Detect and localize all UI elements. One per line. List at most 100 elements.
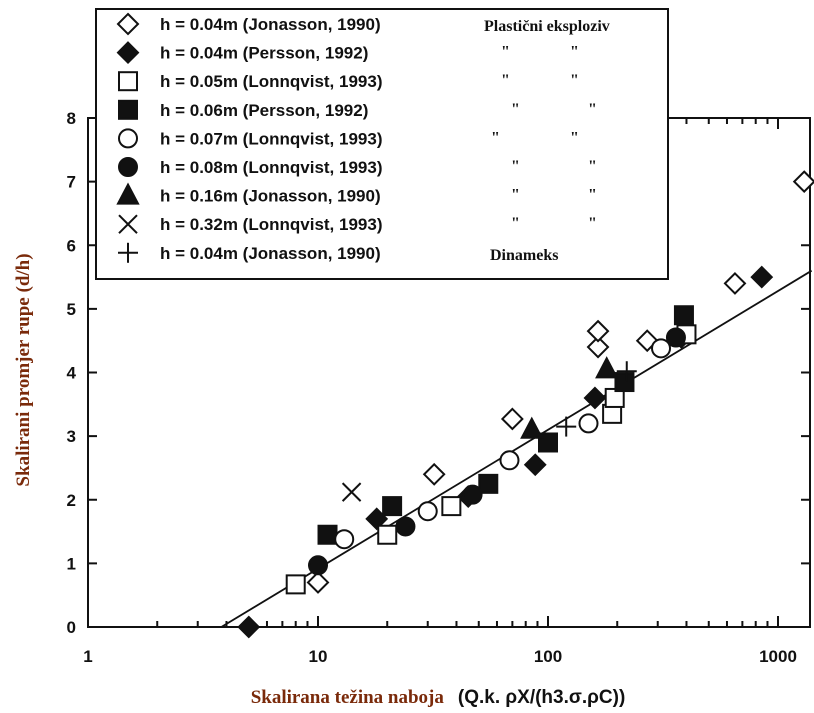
y-tick-label: 1 [67, 554, 76, 573]
legend-ditto-mark: " [501, 44, 510, 61]
legend-ditto-mark: " [588, 215, 597, 232]
legend-ditto-mark: " [511, 158, 520, 175]
legend-ditto-mark: " [588, 187, 597, 204]
y-tick-label: 4 [67, 364, 77, 383]
legend-marker [118, 214, 138, 234]
data-point [306, 571, 330, 594]
data-point [382, 496, 403, 517]
data-point [595, 356, 619, 379]
data-point [578, 413, 599, 434]
legend-marker [118, 242, 138, 263]
legend-label: h = 0.06m (Persson, 1992) [160, 101, 368, 120]
data-point [616, 361, 637, 382]
legend-label: h = 0.04m (Jonasson, 1990) [160, 244, 381, 263]
legend-marker [116, 182, 140, 205]
x-tick-label: 100 [534, 647, 562, 666]
legend-label: h = 0.04m (Persson, 1992) [160, 44, 368, 63]
legend-ditto-mark: " [570, 44, 579, 61]
legend-note: Plastični eksploziv [484, 18, 610, 35]
legend-ditto-mark: " [570, 129, 579, 146]
data-point [673, 305, 694, 326]
data-point [583, 386, 607, 410]
legend-marker [118, 128, 138, 149]
x-tick-label: 10 [309, 647, 328, 666]
y-tick-label: 6 [67, 236, 76, 255]
legend-ditto-mark: " [511, 187, 520, 204]
y-tick-label: 8 [67, 109, 76, 128]
legend-ditto-mark: " [588, 101, 597, 118]
data-point [317, 524, 338, 545]
data-point [422, 462, 446, 486]
x-axis-label: Skalirana težina naboja (Q.k. ρX/(h3.σ.ρ… [251, 687, 626, 708]
legend-ditto-mark: " [491, 129, 500, 146]
data-point [538, 432, 558, 453]
data-point [285, 574, 306, 595]
legend-entry: h = 0.06m (Persson, 1992) " " [118, 99, 597, 120]
y-tick-label: 5 [67, 300, 76, 319]
legend-entry: h = 0.04m (Jonasson, 1990) Dinameks [118, 242, 558, 264]
legend-ditto-mark: " [588, 158, 597, 175]
legend-entry: h = 0.32m (Lonnqvist, 1993) " " [118, 214, 597, 234]
legend-ditto-mark: " [501, 72, 510, 89]
legend-label: h = 0.08m (Lonnqvist, 1993) [160, 158, 383, 177]
x-axis-label-formula: (Q.k. ρX/(h3.σ.ρC)) [458, 687, 625, 708]
data-point [308, 555, 328, 576]
legend-marker [118, 99, 138, 120]
data-point [499, 450, 520, 471]
legend-entry: h = 0.05m (Lonnqvist, 1993) " " [118, 71, 579, 92]
data-point [651, 338, 672, 359]
legend-label: h = 0.16m (Jonasson, 1990) [160, 187, 381, 206]
data-point [556, 416, 577, 437]
y-tick-label: 7 [67, 173, 76, 192]
legend-ditto-mark: " [511, 101, 520, 118]
legend-label: h = 0.07m (Lonnqvist, 1993) [160, 129, 383, 148]
legend-marker [116, 12, 140, 36]
y-tick-label: 2 [67, 491, 76, 510]
y-tick-label: 0 [67, 618, 76, 637]
data-point [441, 496, 462, 517]
data-point [237, 615, 261, 639]
legend-entry: h = 0.04m (Jonasson, 1990) Plastični eksp… [116, 12, 610, 36]
legend-ditto-mark: " [511, 215, 520, 232]
data-point [500, 407, 524, 431]
legend-entry: h = 0.07m (Lonnqvist, 1993) " " [118, 128, 579, 149]
data-point [417, 501, 438, 522]
data-point [523, 453, 547, 477]
data-point [462, 484, 483, 505]
data-point [586, 319, 610, 343]
data-point [478, 473, 499, 494]
legend-ditto-mark: " [570, 72, 579, 89]
legend-entry: h = 0.04m (Persson, 1992) " " [116, 41, 579, 65]
legend-label: h = 0.04m (Jonasson, 1990) [160, 15, 381, 34]
x-tick-label: 1000 [759, 647, 797, 666]
data-points-layer [237, 170, 814, 639]
legend-label: h = 0.32m (Lonnqvist, 1993) [160, 215, 383, 234]
data-point [334, 529, 355, 550]
legend-entry: h = 0.08m (Lonnqvist, 1993) " " [118, 157, 597, 177]
y-axis-ticks: 0 1 2 3 4 5 6 7 8 [67, 109, 810, 637]
x-tick-label: 1 [83, 647, 92, 666]
fit-line-layer [220, 269, 813, 628]
data-point [614, 372, 635, 393]
data-point [665, 327, 686, 348]
legend: h = 0.04m (Jonasson, 1990) Plastični eksp… [116, 12, 610, 264]
y-axis-label: Skalirani promjer rupe (d/h) [13, 253, 34, 486]
legend-marker [116, 41, 140, 65]
y-tick-label: 3 [67, 427, 76, 446]
data-point [377, 524, 398, 545]
data-point [792, 170, 814, 194]
legend-label: h = 0.05m (Lonnqvist, 1993) [160, 72, 383, 91]
data-point [586, 335, 610, 359]
data-point [520, 416, 544, 439]
legend-note: Dinameks [490, 247, 558, 264]
legend-box [95, 8, 669, 280]
legend-marker [118, 71, 138, 92]
data-point [395, 516, 416, 537]
regression-line [220, 269, 813, 628]
data-point [341, 482, 362, 502]
data-point [750, 265, 774, 289]
legend-entry: h = 0.16m (Jonasson, 1990) " " [116, 182, 597, 206]
legend-marker [118, 157, 138, 177]
data-point [723, 272, 747, 295]
